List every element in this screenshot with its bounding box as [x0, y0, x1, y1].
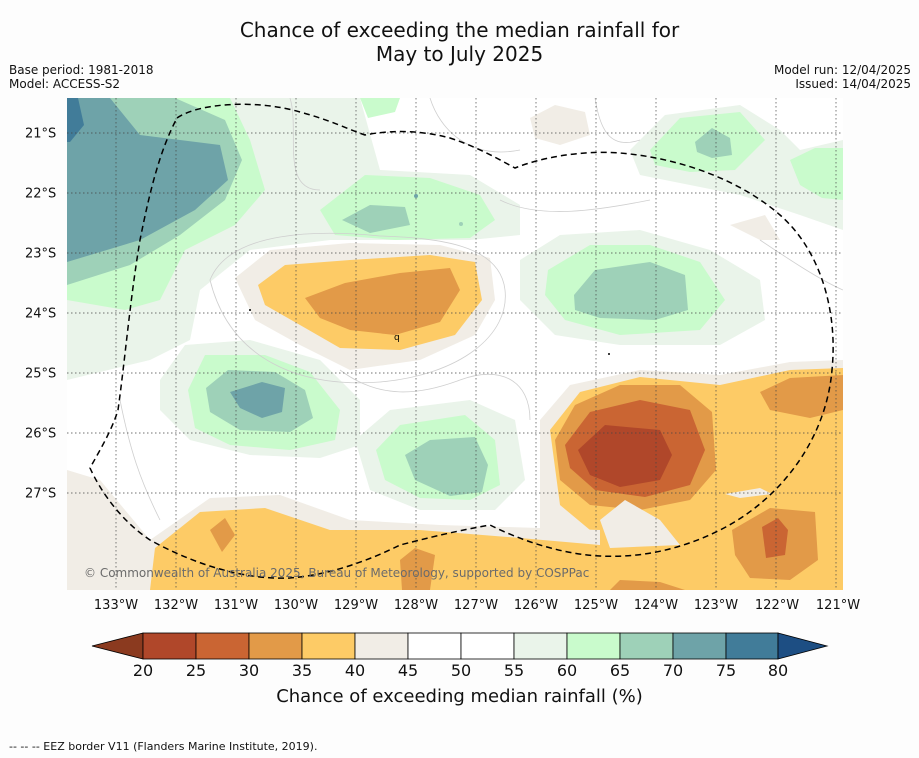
map-plot-area: q	[67, 98, 843, 590]
contour-line-6	[119, 399, 161, 521]
colorbar-tick: 70	[662, 661, 684, 680]
lat-label: 21°S	[25, 126, 57, 142]
colorbar-65-70	[619, 632, 674, 660]
lat-label: 24°S	[25, 306, 57, 322]
title-line-2: May to July 2025	[375, 42, 544, 66]
contour-30-35-se-east	[760, 375, 843, 418]
lon-label: 130°W	[273, 598, 319, 613]
colorbar-35-40	[301, 632, 356, 660]
contour-dot-4	[459, 222, 463, 226]
contour-line-8	[499, 199, 651, 212]
eez-border	[89, 103, 834, 579]
contour-dot-3	[414, 194, 418, 198]
contour-line-5	[339, 369, 531, 421]
lon-label: 121°W	[815, 598, 861, 613]
contour-lines	[119, 98, 843, 521]
graticule	[67, 98, 843, 590]
base-period: Base period: 1981-2018	[9, 63, 154, 77]
colorbar-50-55	[460, 632, 515, 660]
colorbar-low-arrow	[91, 632, 144, 660]
contour-35-40-south-band	[150, 508, 600, 590]
issued-date: Issued: 14/04/2025	[795, 77, 911, 91]
colorbar-tick: 75	[715, 661, 737, 680]
colorbar-title: Chance of exceeding median rainfall (%)	[276, 686, 643, 707]
contour-60-65-top	[360, 98, 400, 118]
lat-label: 23°S	[25, 246, 57, 262]
contour-45-50-top	[530, 105, 590, 145]
lon-label: 128°W	[393, 598, 439, 613]
contour-65-70-east	[574, 262, 688, 320]
contour-30-35-south-b	[400, 548, 435, 590]
colorbar-40-45	[354, 632, 409, 660]
lat-label: 26°S	[25, 426, 57, 442]
colorbar-70-75	[672, 632, 727, 660]
contour-line-3	[429, 98, 521, 153]
colorbar-tick: 45	[397, 661, 419, 680]
contour-65-70-south	[405, 437, 488, 496]
contour-30-35-central	[305, 268, 460, 335]
contour-70-75-nw	[67, 98, 228, 262]
lon-label: 131°W	[213, 598, 259, 613]
colorbar-45-50	[407, 632, 462, 660]
lon-label: 133°W	[93, 598, 139, 613]
lon-label: 129°W	[333, 598, 379, 613]
colorbar-tick: 50	[450, 661, 472, 680]
lon-label: 126°W	[513, 598, 559, 613]
colorbar-20-25	[142, 632, 197, 660]
lon-label: 123°W	[693, 598, 739, 613]
contour-70-75-west	[230, 382, 285, 418]
colorbar-tick: 80	[767, 661, 789, 680]
copyright-notice: © Commonwealth of Australia 2025, Bureau…	[84, 566, 590, 580]
colorbar-tick: 20	[132, 661, 154, 680]
colorbar-tick: 35	[291, 661, 313, 680]
contour-75-80-nw	[67, 98, 84, 142]
colorbar-high-arrow	[777, 632, 829, 660]
contour-line-4	[594, 98, 641, 143]
colorbar-tick: 60	[556, 661, 578, 680]
lon-label: 122°W	[754, 598, 800, 613]
colorbar-75-80	[725, 632, 779, 660]
contour-dot-2	[608, 353, 610, 355]
lat-label: 22°S	[25, 186, 57, 202]
contour-dot-1	[249, 309, 251, 311]
colorbar-60-65	[566, 632, 621, 660]
contour-20-25-se	[578, 425, 672, 487]
colorbar-tick: 55	[503, 661, 525, 680]
map-title: Chance of exceeding the median rainfall …	[0, 18, 919, 66]
model-name: Model: ACCESS-S2	[9, 77, 121, 91]
title-line-1: Chance of exceeding the median rainfall …	[239, 18, 680, 42]
contour-line-1	[209, 232, 506, 384]
contour-line-2	[289, 98, 321, 191]
colorbar-25-30	[195, 632, 250, 660]
contour-45-50-notch	[725, 488, 772, 498]
contour-65-70-ne	[695, 128, 732, 158]
lat-label: 25°S	[25, 366, 57, 382]
model-run: Model run: 12/04/2025	[773, 63, 911, 77]
lat-label: 27°S	[25, 486, 57, 502]
colorbar-tick: 25	[185, 661, 207, 680]
colorbar	[91, 632, 829, 660]
lon-label: 132°W	[153, 598, 199, 613]
contour-45-50-notch2	[600, 500, 680, 548]
contour-30-35-south-a	[210, 518, 235, 552]
meta-left: Base period: 1981-2018 Model: ACCESS-S2	[9, 63, 154, 91]
colorbar-tick: 65	[609, 661, 631, 680]
colorbar-55-60	[513, 632, 568, 660]
lon-label: 125°W	[573, 598, 619, 613]
contour-45-50-ne	[730, 215, 780, 240]
colorbar-30-35	[248, 632, 303, 660]
colorbar-tick: 40	[344, 661, 366, 680]
contour-25-30-se-south	[762, 518, 788, 558]
lon-label: 127°W	[453, 598, 499, 613]
contour-60-65-ne2	[790, 148, 843, 200]
contour-65-70-center-top	[342, 205, 410, 233]
contour-30-35-south-c	[610, 580, 685, 590]
colorbar-tick: 30	[238, 661, 260, 680]
eez-legend: -- -- -- EEZ border V11 (Flanders Marine…	[9, 740, 318, 753]
meta-right: Model run: 12/04/2025 Issued: 14/04/2025	[774, 63, 911, 91]
lon-label: 124°W	[633, 598, 679, 613]
contour-tick-q: q	[394, 333, 400, 343]
